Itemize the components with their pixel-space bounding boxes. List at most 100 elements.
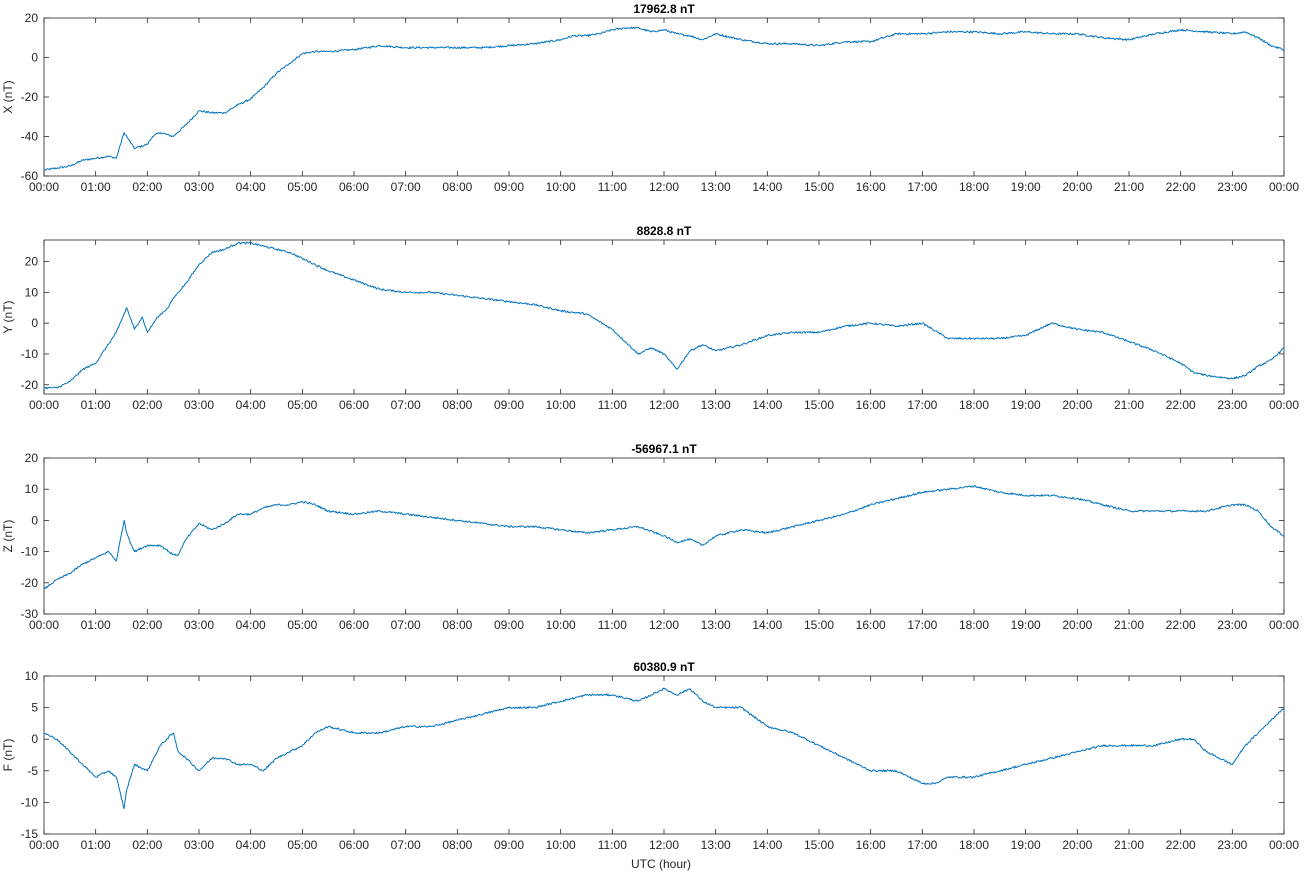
x-tick-label: 20:00 <box>1062 838 1092 852</box>
x-tick-label: 21:00 <box>1114 618 1144 632</box>
x-tick-label: 11:00 <box>598 398 627 412</box>
x-tick-label: 06:00 <box>339 838 369 852</box>
y-tick-label: -5 <box>27 764 38 778</box>
x-tick-label: 01:00 <box>81 838 111 852</box>
x-tick-label: 17:00 <box>907 398 937 412</box>
panels-group: 17962.8 nT X (nT) 00:00 01:00 02:00 03:00 04:0… <box>1 2 1299 852</box>
plot-frame <box>43 239 1285 395</box>
x-tick-label: 14:00 <box>752 398 782 412</box>
x-tick-label: 04:00 <box>236 618 266 632</box>
x-tick-label: 00:00 <box>29 398 59 412</box>
x-tick-label: 16:00 <box>856 398 886 412</box>
panel-title: 60380.9 nT <box>633 660 695 674</box>
x-tick-label: 06:00 <box>339 398 369 412</box>
x-tick-label: 06:00 <box>339 180 369 194</box>
x-tick-label: 21:00 <box>1114 838 1144 852</box>
x-tick-label: 03:00 <box>184 398 214 412</box>
x-tick-label: 13:00 <box>701 838 731 852</box>
y-tick-label: 0 <box>31 732 38 746</box>
x-tick-label: 22:00 <box>1166 180 1196 194</box>
y-tick-label: 0 <box>31 513 38 527</box>
x-tick-label: 10:00 <box>546 398 576 412</box>
y-tick-label: -60 <box>21 169 39 183</box>
y-tick-label: 0 <box>31 51 38 65</box>
x-tick-label: 19:00 <box>1011 398 1041 412</box>
x-tick-label: 10:00 <box>546 180 576 194</box>
y-tick-label: -20 <box>21 576 39 590</box>
x-tick-label: 02:00 <box>132 618 162 632</box>
x-tick-label: 01:00 <box>81 180 111 194</box>
x-tick-label: 05:00 <box>287 180 317 194</box>
x-tick-label: 04:00 <box>236 180 266 194</box>
panel-1: 17962.8 nT X (nT) 00:00 01:00 02:00 03:00 04:0… <box>1 2 1299 194</box>
panel-title: 17962.8 nT <box>633 2 695 16</box>
series-line <box>43 26 1285 171</box>
y-tick-label: 10 <box>25 285 39 299</box>
series-line <box>43 687 1285 810</box>
y-tick-label: 20 <box>25 451 39 465</box>
x-tick-label: 11:00 <box>598 838 627 852</box>
x-tick-label: 14:00 <box>752 180 782 194</box>
x-tick-label: 03:00 <box>184 838 214 852</box>
panel-title: -56967.1 nT <box>631 442 697 456</box>
y-tick-label: -40 <box>21 130 39 144</box>
x-tick-label: 00:00 <box>1269 398 1299 412</box>
x-tick-label: 23:00 <box>1217 180 1247 194</box>
x-tick-label: 22:00 <box>1166 838 1196 852</box>
y-tick-label: -20 <box>21 378 39 392</box>
y-tick-label: -15 <box>21 827 39 841</box>
x-tick-label: 04:00 <box>236 838 266 852</box>
x-tick-label: 20:00 <box>1062 398 1092 412</box>
x-tick-label: 00:00 <box>29 180 59 194</box>
x-tick-label: 08:00 <box>442 838 472 852</box>
x-tick-label: 21:00 <box>1114 180 1144 194</box>
x-tick-label: 18:00 <box>959 618 989 632</box>
y-tick-label: 10 <box>25 669 39 683</box>
x-tick-label: 08:00 <box>442 618 472 632</box>
y-axis-label: Y (nT) <box>1 300 15 333</box>
y-tick-label: -20 <box>21 90 39 104</box>
x-tick-label: 17:00 <box>907 618 937 632</box>
x-tick-label: 13:00 <box>701 180 731 194</box>
y-tick-label: 10 <box>25 482 39 496</box>
x-tick-label: 23:00 <box>1217 618 1247 632</box>
x-tick-label: 08:00 <box>442 180 472 194</box>
x-tick-label: 18:00 <box>959 180 989 194</box>
x-tick-label: 13:00 <box>701 618 731 632</box>
x-tick-label: 15:00 <box>804 398 834 412</box>
y-axis-label: X (nT) <box>1 80 15 113</box>
x-tick-label: 21:00 <box>1114 398 1144 412</box>
x-tick-label: 16:00 <box>856 618 886 632</box>
x-tick-label: 02:00 <box>132 180 162 194</box>
x-tick-label: 18:00 <box>959 398 989 412</box>
x-tick-label: 16:00 <box>856 838 886 852</box>
x-tick-label: 14:00 <box>752 618 782 632</box>
y-tick-label: 0 <box>31 316 38 330</box>
x-tick-label: 18:00 <box>959 838 989 852</box>
x-tick-label: 05:00 <box>287 398 317 412</box>
x-tick-label: 04:00 <box>236 398 266 412</box>
x-tick-label: 22:00 <box>1166 618 1196 632</box>
x-tick-label: 20:00 <box>1062 180 1092 194</box>
x-tick-label: 02:00 <box>132 838 162 852</box>
series-line <box>43 241 1285 390</box>
x-tick-label: 00:00 <box>29 838 59 852</box>
x-tick-label: 03:00 <box>184 180 214 194</box>
plot-frame <box>43 17 1285 177</box>
x-tick-label: 07:00 <box>391 618 421 632</box>
y-axis-label: F (nT) <box>1 739 15 772</box>
x-tick-label: 15:00 <box>804 838 834 852</box>
panel-3: -56967.1 nT Z (nT) 00:00 01:00 02:00 03:00 04:… <box>1 442 1299 632</box>
y-tick-label: 20 <box>25 255 39 269</box>
x-tick-label: 12:00 <box>649 838 679 852</box>
x-tick-label: 11:00 <box>598 618 627 632</box>
y-tick-label: -10 <box>21 347 39 361</box>
x-tick-label: 14:00 <box>752 838 782 852</box>
x-tick-label: 02:00 <box>132 398 162 412</box>
x-tick-label: 00:00 <box>1269 180 1299 194</box>
y-axis-label: Z (nT) <box>1 520 15 553</box>
panel-title: 8828.8 nT <box>637 224 692 238</box>
x-tick-label: 15:00 <box>804 618 834 632</box>
y-tick-label: 5 <box>31 701 38 715</box>
x-tick-label: 07:00 <box>391 838 421 852</box>
